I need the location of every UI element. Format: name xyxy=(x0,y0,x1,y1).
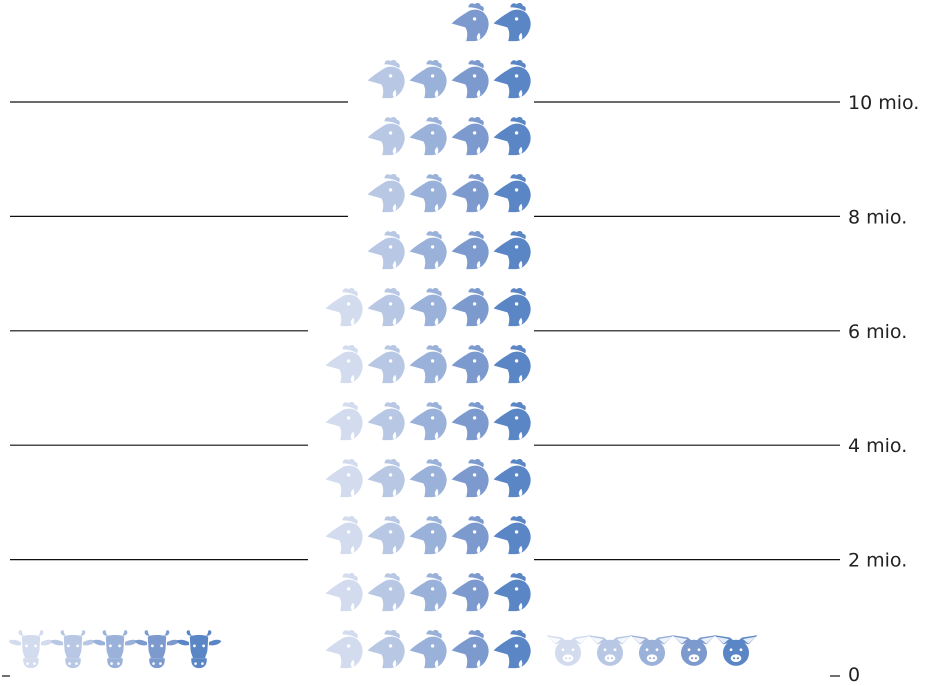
chicken-icon xyxy=(493,288,531,327)
chicken-icon xyxy=(493,345,531,384)
chicken-icon xyxy=(493,117,531,156)
y-tick-label: 2 mio. xyxy=(848,550,907,572)
chicken-icon xyxy=(409,516,447,555)
chicken-icon xyxy=(409,402,447,441)
cow-icon xyxy=(92,630,138,669)
chicken-icon xyxy=(325,630,363,669)
chicken-icon xyxy=(451,459,489,498)
chicken-icon xyxy=(325,402,363,441)
chicken-icon xyxy=(493,402,531,441)
chicken-icon xyxy=(409,459,447,498)
cow-icon xyxy=(176,630,222,669)
chicken-icon xyxy=(367,516,405,555)
chicken-icon xyxy=(325,288,363,327)
chicken-icon xyxy=(367,288,405,327)
chicken-icon xyxy=(451,231,489,270)
y-tick-label: 8 mio. xyxy=(848,206,907,228)
chicken-icon xyxy=(409,630,447,669)
chicken-icon xyxy=(451,345,489,384)
chicken-icon xyxy=(409,174,447,213)
chicken-icon xyxy=(367,459,405,498)
chicken-icon xyxy=(493,516,531,555)
chicken-icon xyxy=(493,3,531,42)
chicken-icon xyxy=(409,60,447,99)
chicken-icon xyxy=(451,516,489,555)
chicken-icon xyxy=(409,345,447,384)
gridlines xyxy=(2,101,840,677)
chicken-icon xyxy=(451,174,489,213)
y-tick-label: 6 mio. xyxy=(848,321,907,343)
chicken-icon xyxy=(367,630,405,669)
cow-icon xyxy=(8,630,54,669)
chicken-icon xyxy=(451,573,489,612)
chicken-icon xyxy=(451,60,489,99)
chicken-icon xyxy=(325,516,363,555)
chicken-icon xyxy=(409,288,447,327)
cow-icon xyxy=(50,630,96,669)
chicken-icon xyxy=(325,459,363,498)
pig-icon xyxy=(546,635,590,666)
chicken-icon xyxy=(493,459,531,498)
chicken-icon xyxy=(367,60,405,99)
chicken-icon xyxy=(493,630,531,669)
pig-icon xyxy=(630,635,674,666)
chicken-icon xyxy=(409,117,447,156)
chicken-icon xyxy=(493,573,531,612)
chicken-icon xyxy=(325,345,363,384)
chicken-icon xyxy=(367,345,405,384)
y-tick-label: 10 mio. xyxy=(848,92,919,114)
pig-icon xyxy=(672,635,716,666)
y-tick-label: 0 xyxy=(848,664,860,686)
chicken-icon xyxy=(493,60,531,99)
chicken-icon xyxy=(367,402,405,441)
chicken-icon xyxy=(325,573,363,612)
cow-icon xyxy=(134,630,180,669)
pig-icon xyxy=(714,635,758,666)
chicken-icon xyxy=(451,3,489,42)
chicken-icon xyxy=(493,174,531,213)
chicken-icon xyxy=(451,402,489,441)
chicken-icon xyxy=(367,117,405,156)
y-axis-labels: 0 2 mio. 4 mio. 6 mio. 8 mio. 10 mio. xyxy=(848,92,919,686)
chicken-icon xyxy=(451,117,489,156)
chicken-icon xyxy=(367,573,405,612)
pig-icon xyxy=(588,635,632,666)
chicken-icon xyxy=(451,630,489,669)
chicken-icon xyxy=(367,174,405,213)
chicken-icon xyxy=(451,288,489,327)
chicken-icon xyxy=(367,231,405,270)
icon-marks xyxy=(8,3,758,669)
y-tick-label: 4 mio. xyxy=(848,435,907,457)
chicken-icon xyxy=(409,231,447,270)
chicken-icon xyxy=(493,231,531,270)
chicken-icon xyxy=(409,573,447,612)
